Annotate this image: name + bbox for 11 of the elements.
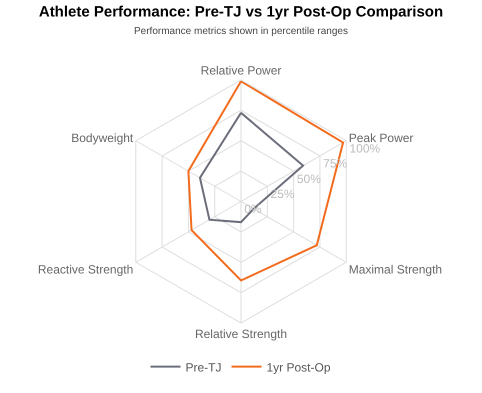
- chart-subtitle: Performance metrics shown in percentile ranges: [134, 26, 348, 37]
- spoke-label: Relative Power: [200, 64, 282, 78]
- spoke-label: Reactive Strength: [38, 262, 134, 276]
- legend-label: Pre-TJ: [186, 360, 222, 374]
- y-tick-label: 25%: [270, 186, 295, 201]
- spoke-label: Relative Strength: [194, 326, 288, 341]
- chart-title: Athlete Performance: Pre-TJ vs 1yr Post-Op Comparison: [38, 3, 444, 20]
- y-tick-label: 50%: [296, 172, 322, 186]
- legend-label: 1yr Post-Op: [266, 360, 331, 374]
- spoke-label: Bodyweight: [71, 130, 134, 145]
- spoke-label: Maximal Strength: [348, 262, 442, 276]
